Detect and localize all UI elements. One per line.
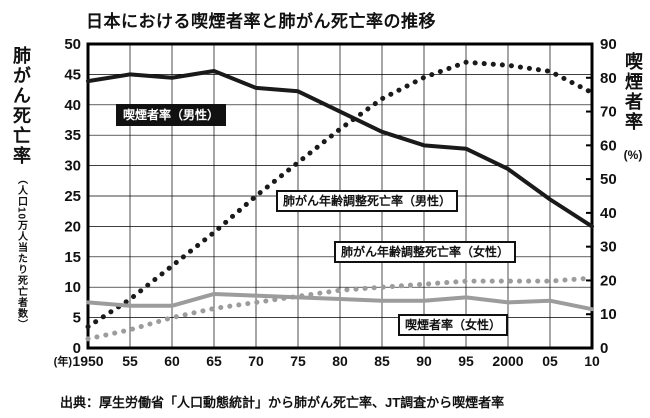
x-tick-label: 85 — [374, 353, 390, 369]
right-tick-label: 90 — [600, 36, 617, 53]
left-tick-label: 20 — [64, 218, 81, 235]
left-tick-label: 15 — [64, 249, 81, 266]
x-tick-label: 95 — [458, 353, 474, 369]
left-tick-label: 45 — [64, 66, 81, 83]
right-axis-label: 喫煙者率 (%) — [620, 52, 646, 162]
chart-title: 日本における喫煙者率と肺がん死亡率の推移 — [86, 12, 436, 31]
series-label-smoking-rate-male: 喫煙者率（男性） — [116, 104, 227, 127]
x-tick-label: 75 — [290, 353, 306, 369]
x-tick-label: 60 — [164, 353, 180, 369]
left-axis-title: 肺がん死亡率 — [11, 46, 31, 166]
left-tick-label: 0 — [73, 340, 81, 357]
left-tick-label: 30 — [64, 158, 81, 175]
series-label-lung-cancer-death-rate-female: 肺がん年齢調整死亡率（女性） — [334, 241, 517, 264]
x-tick-label: 2000 — [492, 353, 523, 369]
right-tick-label: 10 — [600, 306, 617, 323]
series-label-lung-cancer-death-rate-male: 肺がん年齢調整死亡率（男性） — [276, 190, 459, 213]
series-label-smoking-rate-female: 喫煙者率（女性） — [398, 314, 509, 337]
source-note: 出典：厚生労働省「人口動態統計」から肺がん死亡率、JT調査から喫煙者率 — [60, 395, 505, 410]
left-axis-subtitle: （人口10万人当たり死亡者数） — [15, 174, 27, 331]
series-line-0 — [86, 69, 594, 229]
right-axis-unit: (%) — [623, 148, 643, 162]
right-tick-label: 20 — [600, 272, 617, 289]
left-tick-label: 35 — [64, 127, 81, 144]
x-tick-label: 10 — [584, 353, 600, 369]
plot-frame — [86, 42, 594, 350]
x-tick-label: 05 — [542, 353, 558, 369]
right-axis-title: 喫煙者率 — [623, 52, 643, 132]
x-tick-label: 80 — [332, 353, 348, 369]
left-tick-label: 5 — [73, 310, 81, 327]
right-tick-label: 50 — [600, 171, 617, 188]
series-line-2 — [85, 275, 595, 342]
x-tick-label: 70 — [248, 353, 264, 369]
right-tick-label: 60 — [600, 137, 617, 154]
left-tick-label: 40 — [64, 97, 81, 114]
left-tick-label: 25 — [64, 188, 81, 205]
x-tick-label: 90 — [416, 353, 432, 369]
right-tick-label: 40 — [600, 205, 617, 222]
series-line-3 — [86, 291, 594, 312]
right-tick-label: 70 — [600, 104, 617, 121]
x-tick-label: 1950 — [72, 353, 103, 369]
right-tick-label: 0 — [600, 340, 608, 357]
right-tick-label: 30 — [600, 239, 617, 256]
x-tick-label: 65 — [206, 353, 222, 369]
x-axis-unit: (年) — [54, 354, 73, 368]
left-tick-label: 50 — [64, 36, 81, 53]
series-line-1 — [85, 59, 595, 330]
x-tick-label: 55 — [122, 353, 138, 369]
left-tick-label: 10 — [64, 279, 81, 296]
right-tick-label: 80 — [600, 70, 617, 87]
left-axis-label: 肺がん死亡率 （人口10万人当たり死亡者数） — [8, 46, 34, 330]
